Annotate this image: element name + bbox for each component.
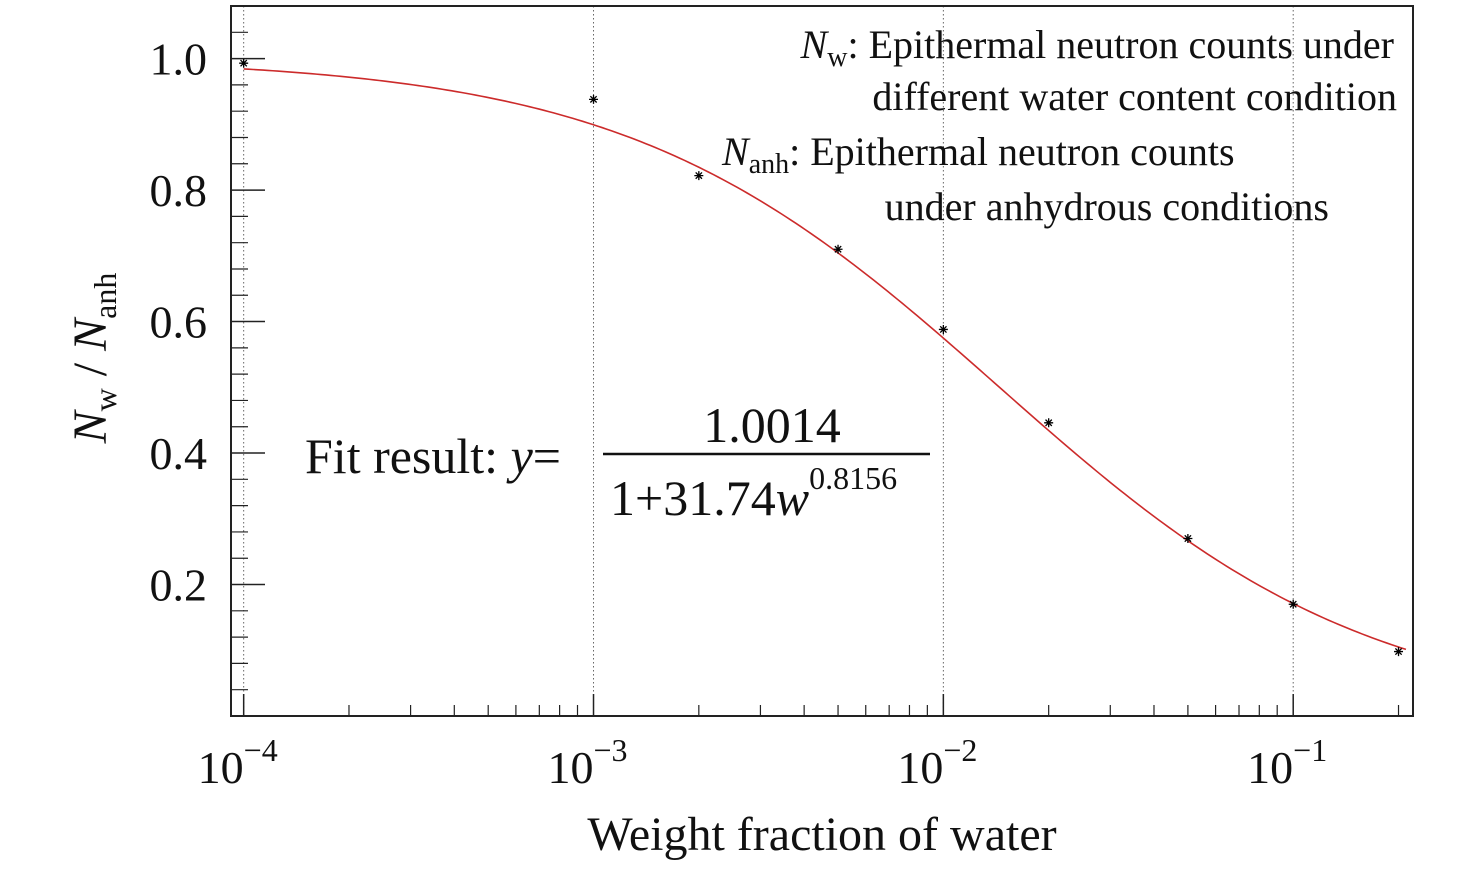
x-tick-label: 10−1 [1247,732,1327,793]
fit-numerator: 1.0014 [703,397,841,453]
data-point [694,171,704,181]
legend: Nw: Epithermal neutron counts under diff… [721,22,1397,229]
y-tick-label: 0.2 [150,560,208,611]
data-point [938,324,948,334]
fit-denominator: 1+31.74w0.8156 [610,460,897,526]
y-tick-label: 1.0 [150,34,208,85]
data-point [1288,599,1298,609]
x-tick-label: 10−3 [547,732,627,793]
legend-entry-nw-line1: Nw: Epithermal neutron counts under [800,22,1394,73]
data-point [1183,534,1193,543]
plot-frame [230,5,1414,717]
data-point [1044,418,1054,428]
x-tick-labels: 10−4 10−3 10−2 10−1 [198,732,1328,793]
y-axis-title: Nw / Nanh [64,273,123,445]
legend-entry-nanh-line1: Nanh: Epithermal neutron counts [721,129,1235,180]
x-tick-label: 10−2 [897,732,977,793]
data-points [239,58,1404,657]
y-tick-labels: 0.2 0.4 0.6 0.8 1.0 [150,34,208,611]
x-tick-label: 10−4 [198,732,278,793]
legend-entry-nw-line2: different water content condition [872,74,1397,119]
y-tick-label: 0.6 [150,297,208,348]
data-point [833,244,843,254]
y-tick-label: 0.8 [150,165,208,216]
data-point [239,58,249,68]
data-point [1394,647,1404,657]
x-axis-title: Weight fraction of water [587,808,1056,861]
axis-ticks [231,31,1400,716]
fit-prefix: Fit result: y= [305,428,561,484]
legend-entry-nanh-line2: under anhydrous conditions [885,184,1329,229]
fit-curve [243,68,1407,651]
y-tick-label: 0.4 [150,428,208,479]
data-point [589,94,599,104]
fit-annotation: Fit result: y= 1.0014 1+31.74w0.8156 [305,397,930,526]
